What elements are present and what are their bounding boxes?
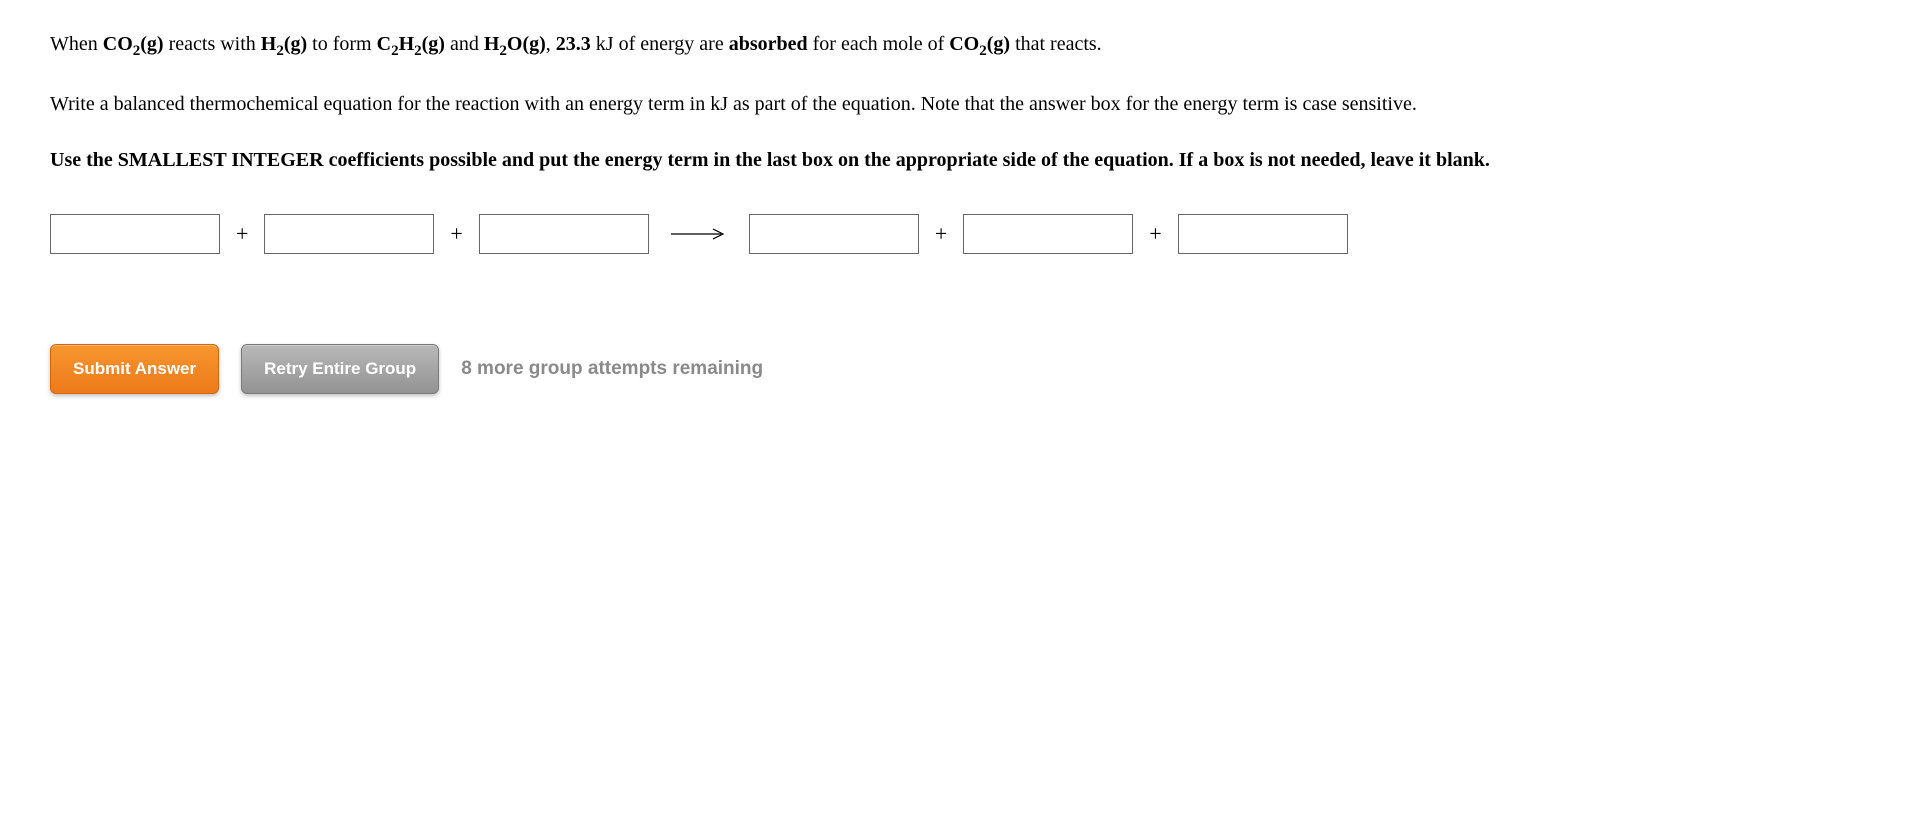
question-text-fragment: (g)	[422, 33, 445, 55]
question-text-fragment: for each mole of	[808, 33, 950, 55]
question-text-fragment: reacts with	[164, 33, 261, 55]
question-line-2: Write a balanced thermochemical equation…	[50, 90, 1880, 118]
question-text-fragment: (g)	[140, 33, 163, 55]
equation-input-1[interactable]	[50, 214, 220, 254]
question-text-fragment: 2	[499, 43, 507, 59]
plus-icon: +	[448, 219, 464, 250]
question-text-fragment: absorbed	[729, 33, 808, 55]
question-text-fragment: 2	[276, 43, 284, 59]
question-text-fragment: to form	[307, 33, 376, 55]
plus-icon: +	[933, 219, 949, 250]
question-text-fragment: CO	[103, 33, 133, 55]
reaction-arrow-icon	[663, 219, 735, 250]
equation-input-6[interactable]	[1178, 214, 1348, 254]
submit-answer-button[interactable]: Submit Answer	[50, 344, 219, 394]
question-text-fragment: ,	[546, 33, 556, 55]
equation-input-3[interactable]	[479, 214, 649, 254]
question-text-fragment: H	[484, 33, 500, 55]
question-text-fragment: 2	[979, 43, 987, 59]
question-text-fragment: (g)	[987, 33, 1010, 55]
question-text-fragment: 23.3	[556, 33, 591, 55]
question-text-fragment: that reacts.	[1010, 33, 1102, 55]
plus-icon: +	[234, 219, 250, 250]
question-text-fragment: (g)	[284, 33, 307, 55]
retry-entire-group-button[interactable]: Retry Entire Group	[241, 344, 439, 394]
question-text-fragment: 2	[414, 43, 422, 59]
question-text-fragment: H	[399, 33, 415, 55]
question-text-fragment: CO	[949, 33, 979, 55]
question-text-fragment: O(g)	[507, 33, 546, 55]
question-text-fragment: and	[445, 33, 484, 55]
button-row: Submit Answer Retry Entire Group 8 more …	[50, 344, 1880, 394]
equation-input-5[interactable]	[963, 214, 1133, 254]
question-text-fragment: C	[377, 33, 391, 55]
equation-input-4[interactable]	[749, 214, 919, 254]
question-line-1: When CO2(g) reacts with H2(g) to form C2…	[50, 30, 1880, 62]
plus-icon: +	[1147, 219, 1163, 250]
question-text-fragment: H	[261, 33, 277, 55]
question-text-fragment: kJ of energy are	[591, 33, 729, 55]
attempts-remaining-text: 8 more group attempts remaining	[461, 356, 763, 383]
equation-row: + + + +	[50, 214, 1880, 254]
question-text-fragment: 2	[391, 43, 399, 59]
equation-input-2[interactable]	[264, 214, 434, 254]
question-line-3: Use the SMALLEST INTEGER coefficients po…	[50, 146, 1880, 174]
question-text-fragment: When	[50, 33, 103, 55]
